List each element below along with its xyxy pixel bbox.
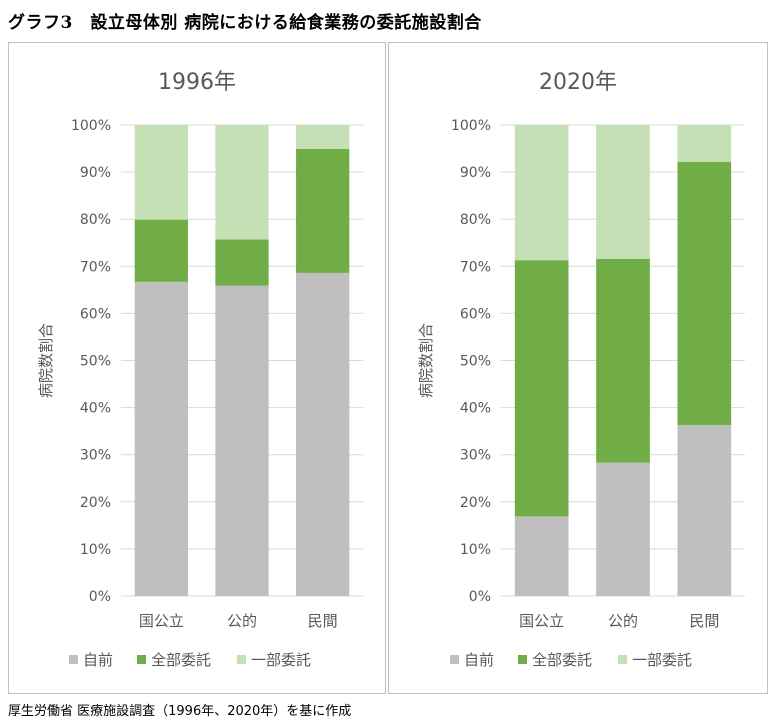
bar-full bbox=[596, 258, 650, 463]
chart-title: 2020年 bbox=[539, 70, 617, 95]
legend-swatch-full bbox=[137, 655, 146, 664]
legend-label: 自前 bbox=[83, 651, 113, 669]
y-tick-label: 80% bbox=[80, 212, 111, 228]
y-tick-label: 100% bbox=[451, 118, 491, 134]
bar-full bbox=[677, 161, 732, 426]
y-tick-label: 50% bbox=[460, 354, 491, 370]
y-tick-label: 0% bbox=[89, 589, 111, 605]
y-tick-label: 80% bbox=[460, 212, 491, 228]
chart-panel-1996: 1996年 0% 10% 20% 30% 40% 50% 60% 70% 80% 90% 100% 病院… bbox=[8, 42, 386, 694]
bar-self bbox=[215, 285, 269, 596]
y-tick-label: 100% bbox=[71, 118, 111, 134]
x-tick-label: 公的 bbox=[608, 612, 638, 630]
bar-self bbox=[677, 425, 732, 596]
chart-1996: 1996年 0% 10% 20% 30% 40% 50% 60% 70% 80% 90% 100% 病院… bbox=[37, 70, 363, 669]
y-tick-label: 20% bbox=[80, 495, 111, 511]
bar-partial bbox=[677, 125, 732, 162]
x-tick-label: 民間 bbox=[308, 612, 338, 630]
chart-panel-2020: 2020年 0% 10% 20% 30% 40% 50% 60% 70% 80% 90% 100% 病院… bbox=[388, 42, 768, 694]
y-tick-label: 50% bbox=[80, 354, 111, 370]
bar-partial bbox=[296, 125, 350, 150]
bar-partial bbox=[215, 125, 269, 240]
y-tick-label: 60% bbox=[460, 306, 491, 322]
legend-swatch-self bbox=[450, 655, 459, 664]
chart-title: 1996年 bbox=[158, 70, 236, 95]
legend-swatch-full bbox=[518, 655, 527, 664]
y-tick-label: 70% bbox=[460, 259, 491, 275]
bar-self bbox=[596, 462, 650, 596]
legend-swatch-partial bbox=[618, 655, 627, 664]
bar-full bbox=[514, 260, 569, 517]
y-tick-label: 30% bbox=[460, 448, 491, 464]
y-tick-label: 40% bbox=[460, 401, 491, 417]
legend-label: 自前 bbox=[464, 651, 494, 669]
y-tick-label: 30% bbox=[80, 448, 111, 464]
bar-partial bbox=[514, 125, 569, 261]
x-tick-label: 国公立 bbox=[139, 612, 184, 630]
y-axis-label: 病院数割合 bbox=[37, 323, 55, 398]
y-tick-label: 60% bbox=[80, 306, 111, 322]
y-tick-label: 0% bbox=[469, 589, 491, 605]
legend-label: 全部委託 bbox=[532, 651, 592, 669]
legend-label: 一部委託 bbox=[251, 651, 311, 669]
bar-self bbox=[296, 272, 350, 596]
legend-swatch-self bbox=[69, 655, 78, 664]
y-tick-label: 90% bbox=[460, 165, 491, 181]
y-tick-label: 40% bbox=[80, 401, 111, 417]
y-tick-label: 90% bbox=[80, 165, 111, 181]
legend-label: 一部委託 bbox=[632, 651, 692, 669]
bar-full bbox=[296, 149, 350, 273]
bar-full bbox=[134, 219, 188, 282]
chart-2020: 2020年 0% 10% 20% 30% 40% 50% 60% 70% 80% 90% 100% 病院… bbox=[417, 70, 745, 669]
y-tick-label: 10% bbox=[80, 542, 111, 558]
legend-swatch-partial bbox=[237, 655, 246, 664]
bar-self bbox=[134, 281, 188, 596]
page-title: グラフ3 設立母体別 病院における給食業務の委託施設割合 bbox=[8, 13, 482, 33]
x-tick-label: 民間 bbox=[689, 612, 719, 630]
bar-partial bbox=[134, 125, 188, 220]
y-axis-label: 病院数割合 bbox=[417, 323, 435, 398]
source-note: 厚生労働省 医療施設調査（1996年、2020年）を基に作成 bbox=[8, 704, 352, 719]
bar-full bbox=[215, 239, 269, 286]
x-tick-label: 国公立 bbox=[519, 612, 564, 630]
legend-label: 全部委託 bbox=[151, 651, 211, 669]
y-tick-label: 10% bbox=[460, 542, 491, 558]
x-tick-label: 公的 bbox=[227, 612, 257, 630]
y-tick-label: 70% bbox=[80, 259, 111, 275]
bar-self bbox=[514, 516, 569, 596]
bar-partial bbox=[596, 125, 650, 259]
y-tick-label: 20% bbox=[460, 495, 491, 511]
